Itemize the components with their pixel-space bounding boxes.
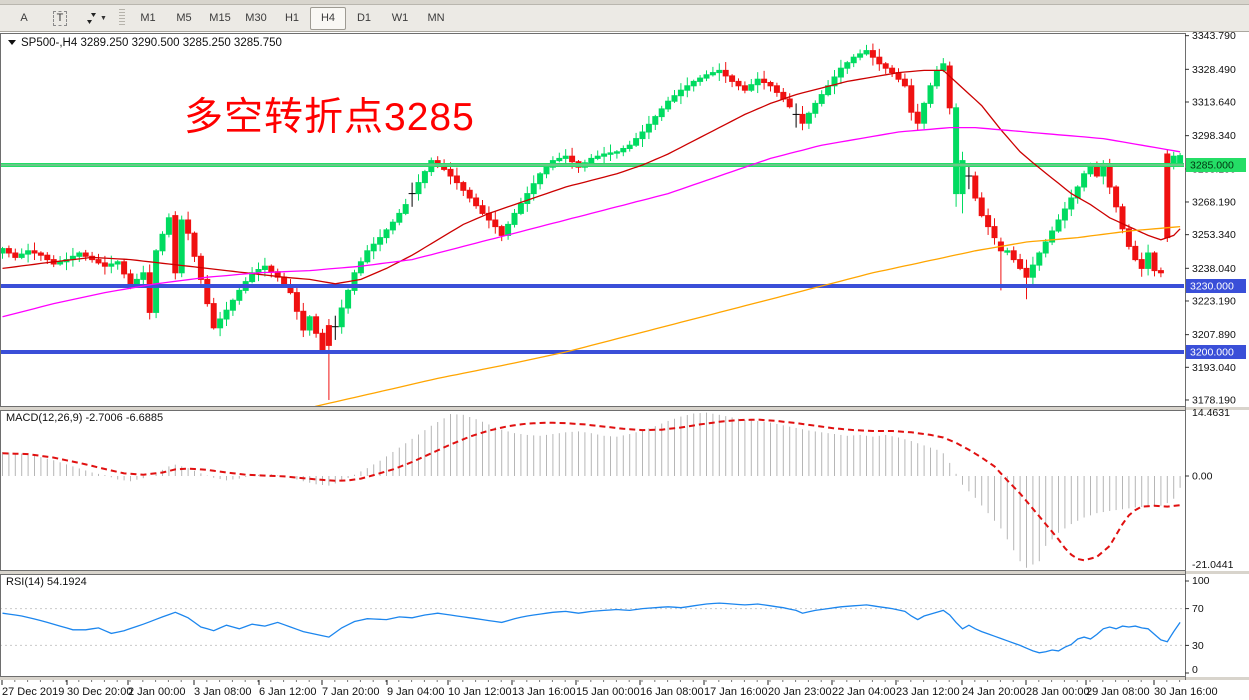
time-axis[interactable]: 27 Dec 2019 30 Dec 20:002 Jan 00:00 3 Jan … bbox=[1, 680, 1218, 698]
rsi-line bbox=[2, 602, 1181, 654]
svg-text:14.4631: 14.4631 bbox=[1192, 407, 1230, 419]
svg-text:RSI(14) 54.1924: RSI(14) 54.1924 bbox=[6, 576, 87, 588]
svg-text:3 Jan 08:00: 3 Jan 08:00 bbox=[194, 686, 252, 698]
svg-text:13 Jan 16:00: 13 Jan 16:00 bbox=[512, 686, 576, 698]
svg-text:3343.790: 3343.790 bbox=[1192, 30, 1236, 42]
svg-text:7 Jan 20:00: 7 Jan 20:00 bbox=[322, 686, 380, 698]
svg-text:29 Jan 08:00: 29 Jan 08:00 bbox=[1086, 686, 1150, 698]
svg-text:3328.490: 3328.490 bbox=[1192, 64, 1236, 76]
svg-text:9 Jan 04:00: 9 Jan 04:00 bbox=[387, 686, 445, 698]
svg-text:3223.190: 3223.190 bbox=[1192, 295, 1236, 307]
svg-text:70: 70 bbox=[1192, 603, 1204, 615]
svg-text:0: 0 bbox=[1192, 664, 1198, 676]
price-badge-3200.000 bbox=[1186, 345, 1246, 359]
timeframe-group: M1 M5 M15 M30 H1 H4 D1 W1 MN bbox=[130, 6, 454, 30]
svg-text:3298.340: 3298.340 bbox=[1192, 130, 1236, 142]
svg-text:3285.000: 3285.000 bbox=[1190, 160, 1234, 172]
svg-text:30: 30 bbox=[1192, 640, 1204, 652]
dropdown-caret-icon: ▼ bbox=[100, 14, 107, 22]
price-axis[interactable]: 3343.7903328.4903313.6403298.3403283.190… bbox=[1185, 30, 1246, 406]
insert-text-button[interactable]: T bbox=[42, 7, 78, 30]
title-triangle-icon[interactable] bbox=[8, 40, 16, 45]
svg-text:3230.000: 3230.000 bbox=[1190, 281, 1234, 293]
svg-text:22 Jan 04:00: 22 Jan 04:00 bbox=[832, 686, 896, 698]
svg-text:2 Jan 00:00: 2 Jan 00:00 bbox=[128, 686, 186, 698]
symbol-title: SP500-,H4 3289.250 3290.500 3285.250 328… bbox=[8, 37, 282, 49]
chart-toolbar: A T ▼ M1 M5 M15 M30 H1 H4 D1 W1 MN bbox=[0, 5, 1249, 32]
cycle-lines-icon bbox=[85, 12, 98, 25]
insert-arrow-button[interactable]: A bbox=[20, 12, 28, 24]
ma-fast-red[interactable] bbox=[2, 69, 1181, 285]
panel-splitter[interactable] bbox=[0, 407, 1249, 410]
svg-text:3238.040: 3238.040 bbox=[1192, 263, 1236, 275]
svg-text:30 Jan 16:00: 30 Jan 16:00 bbox=[1154, 686, 1218, 698]
svg-text:15 Jan 00:00: 15 Jan 00:00 bbox=[576, 686, 640, 698]
svg-text:3313.640: 3313.640 bbox=[1192, 96, 1236, 108]
rsi-label: RSI(14) 54.1924 bbox=[6, 576, 87, 588]
timeframe-button-m5[interactable]: M5 bbox=[176, 12, 192, 24]
svg-text:-21.0441: -21.0441 bbox=[1192, 559, 1234, 571]
price-badge-3230.000 bbox=[1186, 279, 1246, 293]
cycle-lines-button[interactable]: ▼ bbox=[78, 7, 114, 30]
macd-signal-line bbox=[2, 418, 1181, 562]
svg-text:23 Jan 12:00: 23 Jan 12:00 bbox=[896, 686, 960, 698]
svg-text:17 Jan 16:00: 17 Jan 16:00 bbox=[704, 686, 768, 698]
price-badge-3285.000 bbox=[1186, 158, 1246, 172]
svg-text:3200.000: 3200.000 bbox=[1190, 347, 1234, 359]
annotation-text[interactable]: 多空转折点3285 bbox=[184, 96, 475, 139]
svg-text:30 Dec 20:00: 30 Dec 20:00 bbox=[67, 686, 132, 698]
timeframe-button-w1[interactable]: W1 bbox=[391, 12, 409, 24]
rsi-panel-border bbox=[0, 574, 1186, 677]
toolbar-grip[interactable] bbox=[119, 9, 125, 27]
svg-text:28 Jan 00:00: 28 Jan 00:00 bbox=[1026, 686, 1090, 698]
horizontal-levels[interactable] bbox=[0, 163, 1185, 354]
timeframe-button-m15[interactable]: M15 bbox=[209, 12, 231, 24]
svg-text:16 Jan 08:00: 16 Jan 08:00 bbox=[640, 686, 704, 698]
rsi-panel[interactable] bbox=[0, 602, 1185, 654]
ma-mid-magenta[interactable] bbox=[2, 126, 1181, 318]
svg-text:10 Jan 12:00: 10 Jan 12:00 bbox=[448, 686, 512, 698]
timeframe-button-mn[interactable]: MN bbox=[427, 12, 445, 24]
timeframe-button-h1[interactable]: H1 bbox=[284, 12, 300, 24]
rsi-axis[interactable]: 100 70 30 0 bbox=[1185, 575, 1210, 676]
ma-slow-orange[interactable] bbox=[284, 225, 1181, 414]
macd-panel[interactable] bbox=[2, 412, 1181, 568]
svg-text:20 Jan 23:00: 20 Jan 23:00 bbox=[768, 686, 832, 698]
timeframe-button-m1[interactable]: M1 bbox=[140, 12, 156, 24]
svg-text:0.00: 0.00 bbox=[1192, 471, 1213, 483]
upper-toolbar-sliver bbox=[0, 0, 1249, 5]
svg-text:27 Dec 2019: 27 Dec 2019 bbox=[2, 686, 64, 698]
svg-text:24 Jan 20:00: 24 Jan 20:00 bbox=[962, 686, 1026, 698]
timeframe-button-h4[interactable]: H4 bbox=[310, 6, 346, 30]
timeframe-button-m30[interactable]: M30 bbox=[245, 12, 267, 24]
svg-text:3207.890: 3207.890 bbox=[1192, 329, 1236, 341]
price-panel[interactable] bbox=[0, 43, 1185, 414]
svg-text:6 Jan 12:00: 6 Jan 12:00 bbox=[259, 686, 317, 698]
panel-splitter[interactable] bbox=[0, 571, 1249, 574]
panel-splitter[interactable] bbox=[0, 677, 1249, 680]
text-tool-icon: T bbox=[52, 10, 68, 26]
macd-axis[interactable]: 14.4631 0.00 -21.0441 bbox=[1185, 407, 1234, 571]
svg-text:100: 100 bbox=[1192, 575, 1210, 587]
svg-text:3253.340: 3253.340 bbox=[1192, 229, 1236, 241]
svg-text:3178.190: 3178.190 bbox=[1192, 394, 1236, 406]
svg-text:3193.040: 3193.040 bbox=[1192, 362, 1236, 374]
macd-label: MACD(12,26,9) -2.7006 -6.6885 bbox=[6, 412, 163, 424]
svg-text:MACD(12,26,9) -2.7006 -6.6885: MACD(12,26,9) -2.7006 -6.6885 bbox=[6, 412, 163, 424]
timeframe-button-d1[interactable]: D1 bbox=[356, 12, 372, 24]
svg-text:3268.190: 3268.190 bbox=[1192, 196, 1236, 208]
svg-text:SP500-,H4 3289.250 3290.500 32: SP500-,H4 3289.250 3290.500 3285.250 328… bbox=[21, 37, 282, 49]
